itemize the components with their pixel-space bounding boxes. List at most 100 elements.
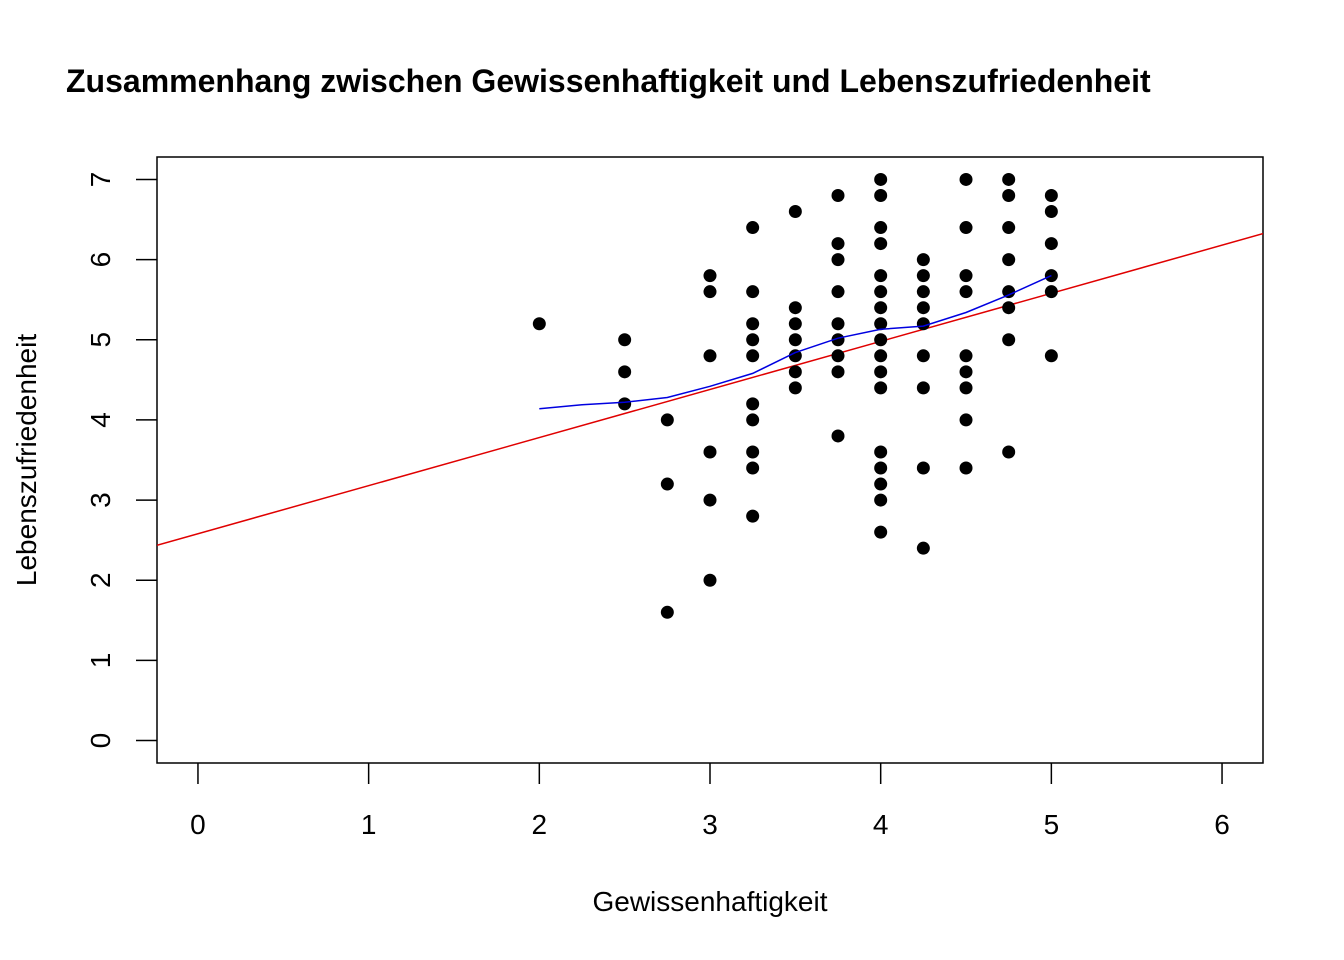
data-point bbox=[703, 493, 717, 507]
data-point bbox=[746, 333, 760, 347]
data-point bbox=[1044, 237, 1058, 251]
y-tick-label: 2 bbox=[85, 572, 116, 588]
data-point bbox=[874, 445, 888, 459]
data-point bbox=[788, 205, 802, 219]
data-point bbox=[916, 317, 930, 331]
data-point bbox=[703, 285, 717, 299]
data-point bbox=[831, 285, 845, 299]
chart-title: Zusammenhang zwischen Gewissenhaftigkeit… bbox=[66, 63, 1151, 99]
data-point bbox=[1002, 445, 1016, 459]
data-point bbox=[703, 269, 717, 283]
data-point bbox=[959, 285, 973, 299]
data-point bbox=[1002, 253, 1016, 267]
data-point bbox=[874, 525, 888, 539]
data-point bbox=[1044, 205, 1058, 219]
data-point bbox=[788, 365, 802, 379]
data-point bbox=[959, 221, 973, 235]
x-tick-label: 0 bbox=[190, 809, 206, 840]
data-point bbox=[1002, 285, 1016, 299]
data-point bbox=[959, 461, 973, 475]
y-tick-label: 3 bbox=[85, 492, 116, 508]
data-point bbox=[874, 188, 888, 202]
data-point bbox=[831, 188, 845, 202]
data-point bbox=[874, 349, 888, 363]
data-point bbox=[831, 237, 845, 251]
data-point bbox=[746, 221, 760, 235]
data-point bbox=[1044, 188, 1058, 202]
data-point bbox=[660, 605, 674, 619]
regression-line bbox=[157, 232, 1263, 547]
data-point bbox=[959, 365, 973, 379]
data-point bbox=[532, 317, 546, 331]
data-point bbox=[1002, 301, 1016, 315]
data-point bbox=[746, 349, 760, 363]
x-axis-label: Gewissenhaftigkeit bbox=[592, 886, 827, 917]
x-tick-label: 1 bbox=[361, 809, 377, 840]
data-point bbox=[831, 429, 845, 443]
y-tick-label: 5 bbox=[85, 332, 116, 348]
y-tick-label: 1 bbox=[85, 653, 116, 669]
data-point bbox=[660, 413, 674, 427]
data-point bbox=[874, 285, 888, 299]
data-point bbox=[874, 493, 888, 507]
data-point bbox=[831, 365, 845, 379]
data-point bbox=[788, 301, 802, 315]
data-point bbox=[618, 333, 632, 347]
data-point bbox=[916, 381, 930, 395]
data-point bbox=[660, 477, 674, 491]
data-point bbox=[874, 237, 888, 251]
y-tick-label: 0 bbox=[85, 733, 116, 749]
y-axis-label: Lebenszufriedenheit bbox=[11, 334, 42, 586]
data-point bbox=[1002, 333, 1016, 347]
y-tick-label: 4 bbox=[85, 412, 116, 428]
smooth-line bbox=[539, 274, 1052, 410]
data-point bbox=[703, 445, 717, 459]
data-point bbox=[916, 461, 930, 475]
data-point bbox=[959, 413, 973, 427]
data-point bbox=[788, 333, 802, 347]
data-point bbox=[916, 301, 930, 315]
plot-frame bbox=[156, 156, 1264, 764]
data-point bbox=[831, 349, 845, 363]
y-tick-label: 7 bbox=[85, 172, 116, 188]
data-point bbox=[746, 413, 760, 427]
data-point bbox=[874, 477, 888, 491]
data-point bbox=[746, 509, 760, 523]
data-point bbox=[1044, 349, 1058, 363]
data-point bbox=[1002, 221, 1016, 235]
data-point bbox=[703, 349, 717, 363]
data-point bbox=[916, 349, 930, 363]
data-point bbox=[831, 333, 845, 347]
data-point bbox=[874, 333, 888, 347]
data-point bbox=[916, 541, 930, 555]
data-point bbox=[831, 317, 845, 331]
data-point bbox=[1002, 188, 1016, 202]
data-point bbox=[618, 397, 632, 411]
data-point bbox=[874, 221, 888, 235]
x-tick-label: 5 bbox=[1044, 809, 1060, 840]
data-point bbox=[746, 461, 760, 475]
data-point bbox=[746, 397, 760, 411]
data-point bbox=[874, 365, 888, 379]
data-point bbox=[618, 365, 632, 379]
x-tick-label: 6 bbox=[1214, 809, 1230, 840]
data-point bbox=[916, 253, 930, 267]
data-point bbox=[703, 573, 717, 587]
plot-area: 0 1 2 3 4 5 6 0 1 2 3 4 5 6 7 bbox=[85, 156, 1264, 840]
data-point bbox=[746, 317, 760, 331]
data-point bbox=[788, 381, 802, 395]
data-point bbox=[788, 317, 802, 331]
data-point bbox=[831, 253, 845, 267]
data-point bbox=[874, 461, 888, 475]
data-point bbox=[959, 381, 973, 395]
data-point bbox=[788, 349, 802, 363]
data-point bbox=[874, 381, 888, 395]
data-point bbox=[1002, 172, 1016, 186]
data-point bbox=[746, 285, 760, 299]
data-point bbox=[746, 445, 760, 459]
x-tick-label: 4 bbox=[873, 809, 889, 840]
data-point bbox=[959, 269, 973, 283]
data-point bbox=[959, 172, 973, 186]
y-tick-label: 6 bbox=[85, 252, 116, 268]
